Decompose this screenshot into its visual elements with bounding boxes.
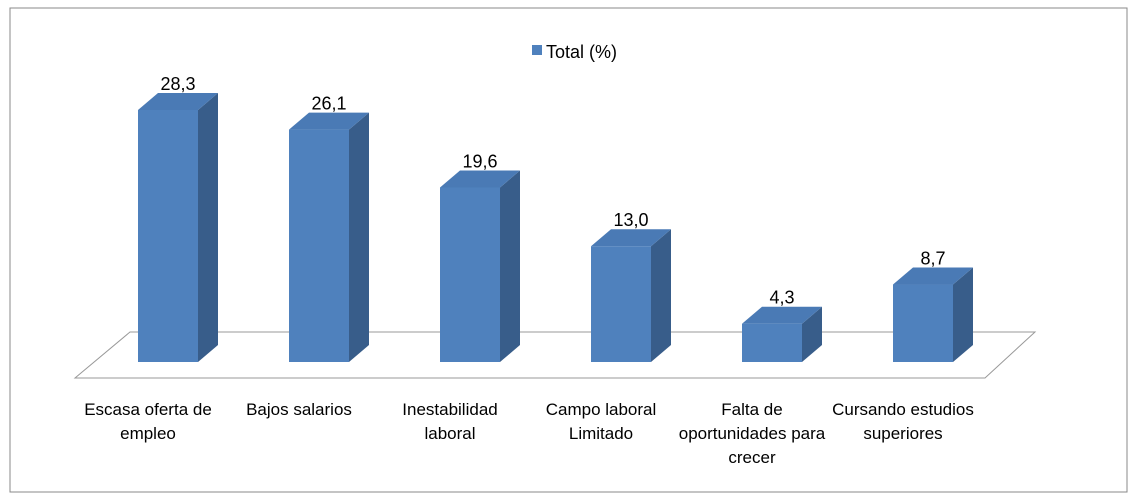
bar-side	[349, 112, 369, 362]
bar-side	[802, 306, 822, 362]
x-tick-label: Escasa oferta de empleo	[84, 400, 212, 443]
floor	[73, 331, 1037, 379]
data-label: 26,1	[311, 94, 346, 114]
bar-top	[440, 170, 520, 188]
x-tick-label: Inestabilidad laboral	[402, 400, 498, 443]
data-label: 19,6	[462, 151, 497, 171]
bar	[440, 187, 500, 362]
bar	[289, 129, 349, 362]
bar-side	[651, 229, 671, 362]
x-tick-label: Cursando estudios superiores	[832, 400, 974, 443]
bar-side	[953, 267, 973, 362]
bar-top	[138, 93, 218, 110]
x-tick-label: Bajos salarios	[246, 400, 352, 419]
legend-label: Total (%)	[546, 42, 617, 62]
data-label: 8,7	[920, 249, 945, 269]
legend-swatch	[532, 45, 542, 55]
bar-side	[500, 170, 520, 362]
bar	[742, 323, 802, 362]
x-tick-label: Falta de oportunidades para crecer	[678, 400, 826, 467]
bar-top	[591, 229, 671, 247]
x-tick-label: Campo laboral Limitado	[545, 400, 657, 443]
bar-top	[893, 267, 973, 285]
bar-side	[198, 93, 218, 362]
bar-top	[742, 306, 822, 324]
data-label: 28,3	[160, 74, 195, 94]
bar	[591, 246, 651, 362]
data-label: 13,0	[613, 210, 648, 230]
bar	[893, 284, 953, 362]
data-label: 4,3	[769, 288, 794, 308]
bar-top	[289, 112, 369, 130]
bar	[138, 110, 198, 362]
